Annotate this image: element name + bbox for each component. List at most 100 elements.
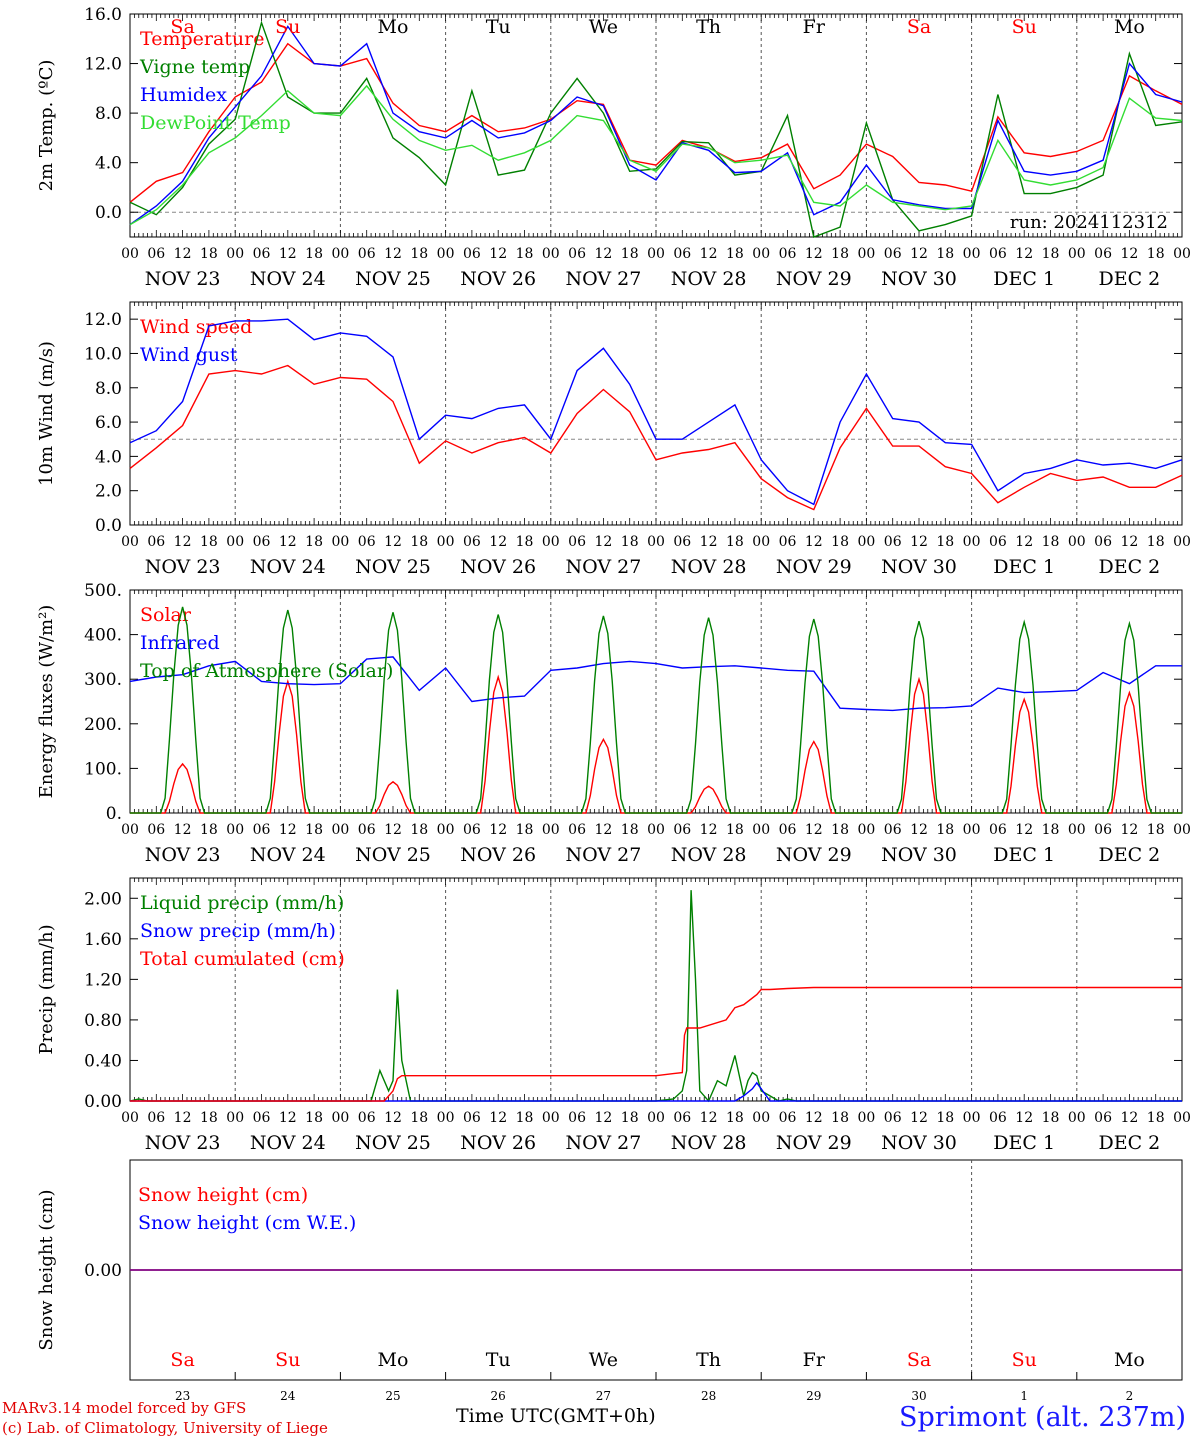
series-line-wind-speed bbox=[129, 364, 1183, 511]
y-tick-label: 2.00 bbox=[84, 889, 122, 909]
weekday-label: We bbox=[589, 1349, 618, 1371]
hour-label: 12 bbox=[174, 246, 192, 262]
series-line-dewpoint-temp bbox=[129, 84, 1183, 226]
y-tick-label: 2.0 bbox=[95, 482, 122, 502]
hour-label: 06 bbox=[253, 246, 271, 262]
hour-label: 18 bbox=[831, 534, 849, 550]
hour-label: 18 bbox=[621, 822, 639, 838]
weekday-label: Su bbox=[275, 16, 300, 38]
hour-label: 18 bbox=[1042, 822, 1060, 838]
date-label: DEC 2 bbox=[1099, 844, 1161, 866]
hour-label: 00 bbox=[963, 246, 981, 262]
hour-label: 12 bbox=[174, 1110, 192, 1126]
series-line-infrared bbox=[129, 656, 1182, 712]
hour-label: 00 bbox=[1068, 1110, 1086, 1126]
hour-label: 18 bbox=[726, 246, 744, 262]
hour-label: 18 bbox=[621, 1110, 639, 1126]
day-number-label: 30 bbox=[911, 1389, 926, 1403]
hour-label: 06 bbox=[463, 246, 481, 262]
legend-entry: Liquid precip (mm/h) bbox=[140, 892, 344, 914]
hour-label: 06 bbox=[147, 1110, 165, 1126]
hour-label: 18 bbox=[516, 822, 534, 838]
weekday-label: Fr bbox=[803, 16, 826, 38]
y-axis-label: 2m Temp. (ºC) bbox=[36, 60, 57, 192]
run-label: run: 2024112312 bbox=[1010, 212, 1168, 233]
hour-label: 18 bbox=[726, 534, 744, 550]
y-tick-label: 1.20 bbox=[84, 970, 122, 990]
hour-label: 06 bbox=[884, 822, 902, 838]
hour-label: 00 bbox=[542, 822, 560, 838]
date-label: NOV 27 bbox=[565, 556, 641, 578]
date-label: NOV 28 bbox=[671, 1132, 747, 1154]
hour-label: 12 bbox=[910, 1110, 928, 1126]
hour-label: 18 bbox=[410, 246, 428, 262]
date-label: NOV 29 bbox=[776, 844, 852, 866]
hour-label: 00 bbox=[1173, 534, 1191, 550]
hour-label: 12 bbox=[279, 534, 297, 550]
hour-label: 18 bbox=[1147, 534, 1165, 550]
date-label: DEC 1 bbox=[993, 268, 1055, 290]
hour-label: 18 bbox=[1042, 246, 1060, 262]
date-label: NOV 28 bbox=[671, 844, 747, 866]
time-axis-label: Time UTC(GMT+0h) bbox=[456, 1405, 656, 1427]
hour-label: 00 bbox=[1068, 246, 1086, 262]
hour-label: 12 bbox=[489, 246, 507, 262]
hour-label: 18 bbox=[621, 534, 639, 550]
date-label: NOV 26 bbox=[460, 556, 536, 578]
hour-label: 12 bbox=[594, 246, 612, 262]
panel-5: 0.00 Snow height (cm) Snow height (cm) Snow… bbox=[36, 1159, 1183, 1403]
day-number-label: 28 bbox=[701, 1389, 716, 1403]
hour-label: 18 bbox=[936, 246, 954, 262]
hour-label: 06 bbox=[884, 1110, 902, 1126]
hour-label: 00 bbox=[1068, 534, 1086, 550]
y-tick-label: 0. bbox=[106, 804, 122, 824]
date-label: NOV 29 bbox=[776, 268, 852, 290]
hour-label: 00 bbox=[542, 534, 560, 550]
hour-label: 00 bbox=[857, 534, 875, 550]
hour-label: 00 bbox=[1173, 246, 1191, 262]
weekday-label: Sa bbox=[907, 1349, 931, 1371]
y-tick-label: 4.0 bbox=[95, 447, 122, 467]
hour-label: 18 bbox=[831, 1110, 849, 1126]
legend-entry: Snow precip (mm/h) bbox=[140, 920, 336, 942]
weekday-label: Mo bbox=[378, 1349, 409, 1371]
hour-label: 18 bbox=[200, 246, 218, 262]
hour-label: 06 bbox=[463, 822, 481, 838]
hour-label: 18 bbox=[410, 1110, 428, 1126]
hour-label: 00 bbox=[226, 822, 244, 838]
hour-label: 00 bbox=[752, 1110, 770, 1126]
date-label: NOV 29 bbox=[776, 1132, 852, 1154]
y-axis-label: Snow height (cm) bbox=[36, 1189, 57, 1350]
y-tick-label: 1.60 bbox=[84, 930, 122, 950]
date-label: NOV 29 bbox=[776, 556, 852, 578]
hour-label: 12 bbox=[910, 822, 928, 838]
y-tick-label: 8.0 bbox=[95, 379, 122, 399]
hour-label: 06 bbox=[147, 822, 165, 838]
hour-label: 12 bbox=[279, 822, 297, 838]
hour-label: 12 bbox=[1120, 1110, 1138, 1126]
hour-label: 00 bbox=[752, 246, 770, 262]
date-label: NOV 27 bbox=[565, 844, 641, 866]
weekday-label: Tu bbox=[486, 16, 511, 38]
hour-label: 00 bbox=[1068, 822, 1086, 838]
hour-label: 18 bbox=[305, 534, 323, 550]
hour-label: 06 bbox=[253, 534, 271, 550]
y-tick-label: 12.0 bbox=[84, 55, 122, 75]
hour-label: 00 bbox=[647, 822, 665, 838]
hour-label: 06 bbox=[779, 1110, 797, 1126]
date-label: NOV 27 bbox=[565, 1132, 641, 1154]
weekday-label: Tu bbox=[486, 1349, 511, 1371]
hour-label: 00 bbox=[857, 822, 875, 838]
hour-label: 00 bbox=[963, 822, 981, 838]
hour-label: 18 bbox=[1042, 534, 1060, 550]
y-tick-label: 16.0 bbox=[84, 5, 122, 25]
date-label: NOV 26 bbox=[460, 844, 536, 866]
day-number-label: 27 bbox=[596, 1389, 611, 1403]
hour-label: 18 bbox=[1147, 1110, 1165, 1126]
date-label: NOV 25 bbox=[355, 556, 431, 578]
date-label: DEC 1 bbox=[993, 844, 1055, 866]
date-label: NOV 26 bbox=[460, 268, 536, 290]
hour-label: 18 bbox=[305, 246, 323, 262]
date-label: NOV 26 bbox=[460, 1132, 536, 1154]
weekday-label: Mo bbox=[378, 16, 409, 38]
